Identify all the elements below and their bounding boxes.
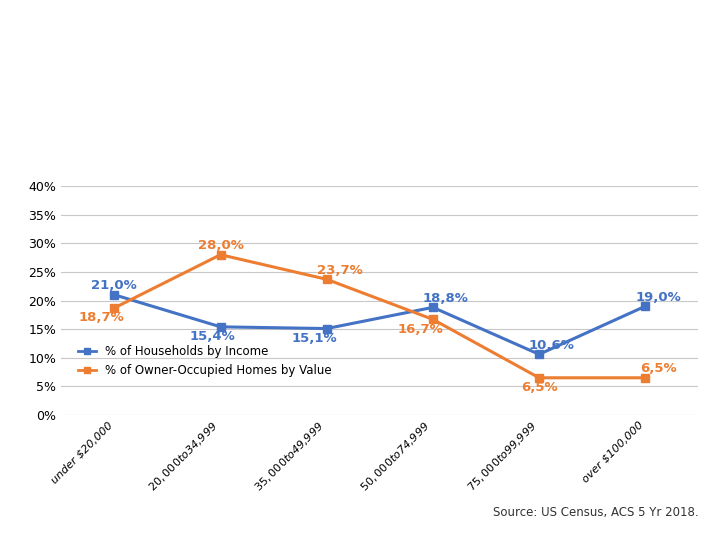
Text: 18,8%: 18,8% [423,292,469,305]
Text: 19,0%: 19,0% [635,291,681,303]
Text: 15,1%: 15,1% [291,332,337,345]
Text: 18,7%: 18,7% [78,311,125,324]
Text: 16,7%: 16,7% [397,322,443,336]
Text: 6,5%: 6,5% [640,362,676,375]
Text: Source: US Census, ACS 5 Yr 2018.: Source: US Census, ACS 5 Yr 2018. [492,507,698,519]
Text: Owner-Occupied Home Values: Owner-Occupied Home Values [68,132,256,142]
Text: 10,6%: 10,6% [529,339,575,352]
Text: 15,4%: 15,4% [189,330,235,343]
Text: 21,0%: 21,0% [91,279,138,292]
Text: under $67K        $67K to           $120K to         $175K to         $262K to: under $67K $67K to $120K to $175K to $26… [68,152,501,162]
Legend: % of Households by Income, % of Owner-Occupied Homes by Value: % of Households by Income, % of Owner-Oc… [73,340,337,382]
Text: 6,5%: 6,5% [521,381,557,394]
Text: 28,0%: 28,0% [197,239,243,252]
Text: 23,7%: 23,7% [317,264,362,276]
Text: Housing Affordable to Nash County
Households by Income: Housing Affordable to Nash County Househ… [42,23,678,92]
Text: over  $355K: over $355K [68,173,143,183]
